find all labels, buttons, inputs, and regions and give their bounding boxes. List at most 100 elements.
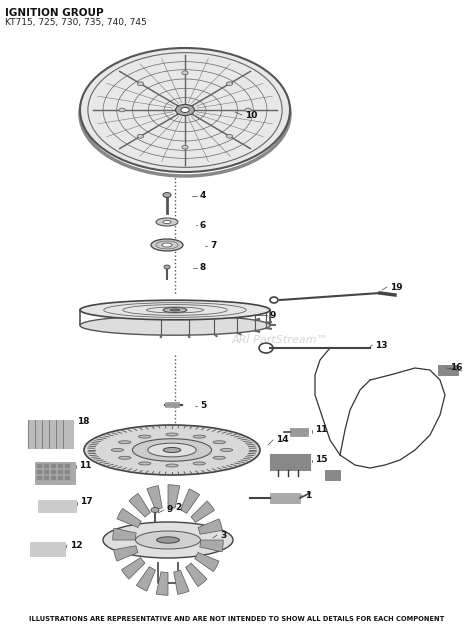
Text: 12: 12 <box>70 540 82 550</box>
Ellipse shape <box>137 82 144 86</box>
Bar <box>51 470 56 474</box>
Ellipse shape <box>193 462 205 465</box>
Bar <box>37 476 42 480</box>
Text: 4: 4 <box>200 191 206 201</box>
Wedge shape <box>137 567 155 591</box>
Ellipse shape <box>182 71 188 75</box>
Text: KT715, 725, 730, 735, 740, 745: KT715, 725, 730, 735, 740, 745 <box>5 18 147 27</box>
Ellipse shape <box>170 309 180 311</box>
Text: 14: 14 <box>276 435 289 445</box>
Ellipse shape <box>118 441 131 443</box>
Bar <box>65 464 70 468</box>
Bar <box>44 476 49 480</box>
Ellipse shape <box>220 448 233 452</box>
Ellipse shape <box>138 435 151 438</box>
Ellipse shape <box>181 108 189 113</box>
Ellipse shape <box>137 135 144 138</box>
Bar <box>270 454 310 470</box>
Wedge shape <box>114 546 138 561</box>
Bar <box>28 420 73 448</box>
Bar <box>37 470 42 474</box>
Text: 6: 6 <box>200 221 206 230</box>
Text: 8: 8 <box>200 264 206 272</box>
Ellipse shape <box>213 441 226 443</box>
Text: 15: 15 <box>315 455 328 464</box>
Bar <box>44 464 49 468</box>
Text: IGNITION GROUP: IGNITION GROUP <box>5 8 104 18</box>
Text: ILLUSTRATIONS ARE REPRESENTATIVE AND ARE NOT INTENDED TO SHOW ALL DETAILS FOR EA: ILLUSTRATIONS ARE REPRESENTATIVE AND ARE… <box>29 616 445 622</box>
Ellipse shape <box>166 464 178 467</box>
Ellipse shape <box>156 537 179 543</box>
Text: 17: 17 <box>80 498 92 506</box>
Ellipse shape <box>163 192 171 198</box>
Ellipse shape <box>84 425 260 475</box>
Ellipse shape <box>164 265 170 269</box>
Text: 7: 7 <box>210 242 216 250</box>
Bar <box>270 493 300 503</box>
Bar <box>51 476 56 480</box>
Ellipse shape <box>175 104 194 116</box>
Wedge shape <box>173 570 189 594</box>
Ellipse shape <box>193 435 205 438</box>
Bar <box>165 402 179 407</box>
Bar <box>325 470 340 480</box>
Wedge shape <box>113 528 136 540</box>
Ellipse shape <box>148 443 196 457</box>
Bar <box>438 365 458 375</box>
Text: 11: 11 <box>79 460 91 469</box>
Text: 9: 9 <box>270 311 276 320</box>
Text: 18: 18 <box>77 418 90 426</box>
Ellipse shape <box>136 531 201 549</box>
Ellipse shape <box>156 218 178 226</box>
Ellipse shape <box>111 448 124 452</box>
Text: 2: 2 <box>175 503 181 513</box>
Ellipse shape <box>80 316 270 335</box>
Ellipse shape <box>163 447 181 452</box>
Ellipse shape <box>163 221 171 223</box>
Text: ARI PartStream™: ARI PartStream™ <box>232 335 328 345</box>
Text: 13: 13 <box>375 340 388 350</box>
Bar <box>58 476 63 480</box>
Ellipse shape <box>80 48 290 172</box>
Ellipse shape <box>151 508 159 513</box>
Ellipse shape <box>213 456 226 459</box>
Wedge shape <box>195 552 219 572</box>
Bar <box>65 476 70 480</box>
Ellipse shape <box>227 82 233 86</box>
Wedge shape <box>129 494 150 517</box>
Ellipse shape <box>118 456 131 459</box>
Wedge shape <box>191 501 215 523</box>
Wedge shape <box>168 485 180 508</box>
Text: 3: 3 <box>220 530 226 540</box>
Bar <box>38 500 76 512</box>
Bar <box>37 464 42 468</box>
Bar <box>51 464 56 468</box>
Wedge shape <box>200 540 223 552</box>
Ellipse shape <box>163 308 187 313</box>
Bar <box>30 542 65 556</box>
Ellipse shape <box>182 145 188 149</box>
Wedge shape <box>156 572 168 595</box>
Wedge shape <box>181 489 200 513</box>
Ellipse shape <box>80 300 270 320</box>
Bar <box>58 470 63 474</box>
Bar <box>290 428 308 436</box>
Ellipse shape <box>132 439 211 461</box>
Text: 9: 9 <box>167 506 173 515</box>
Text: 16: 16 <box>450 364 463 372</box>
Text: 5: 5 <box>200 401 206 411</box>
Ellipse shape <box>162 243 172 247</box>
Bar <box>44 470 49 474</box>
Text: 10: 10 <box>245 111 257 120</box>
Text: 11: 11 <box>315 425 328 435</box>
Ellipse shape <box>166 433 178 436</box>
Wedge shape <box>147 486 162 510</box>
Ellipse shape <box>151 239 183 251</box>
Text: 19: 19 <box>390 282 402 291</box>
Bar <box>58 464 63 468</box>
Ellipse shape <box>138 462 151 465</box>
Wedge shape <box>198 519 222 534</box>
Wedge shape <box>121 557 145 579</box>
Wedge shape <box>117 508 141 528</box>
Bar <box>65 470 70 474</box>
